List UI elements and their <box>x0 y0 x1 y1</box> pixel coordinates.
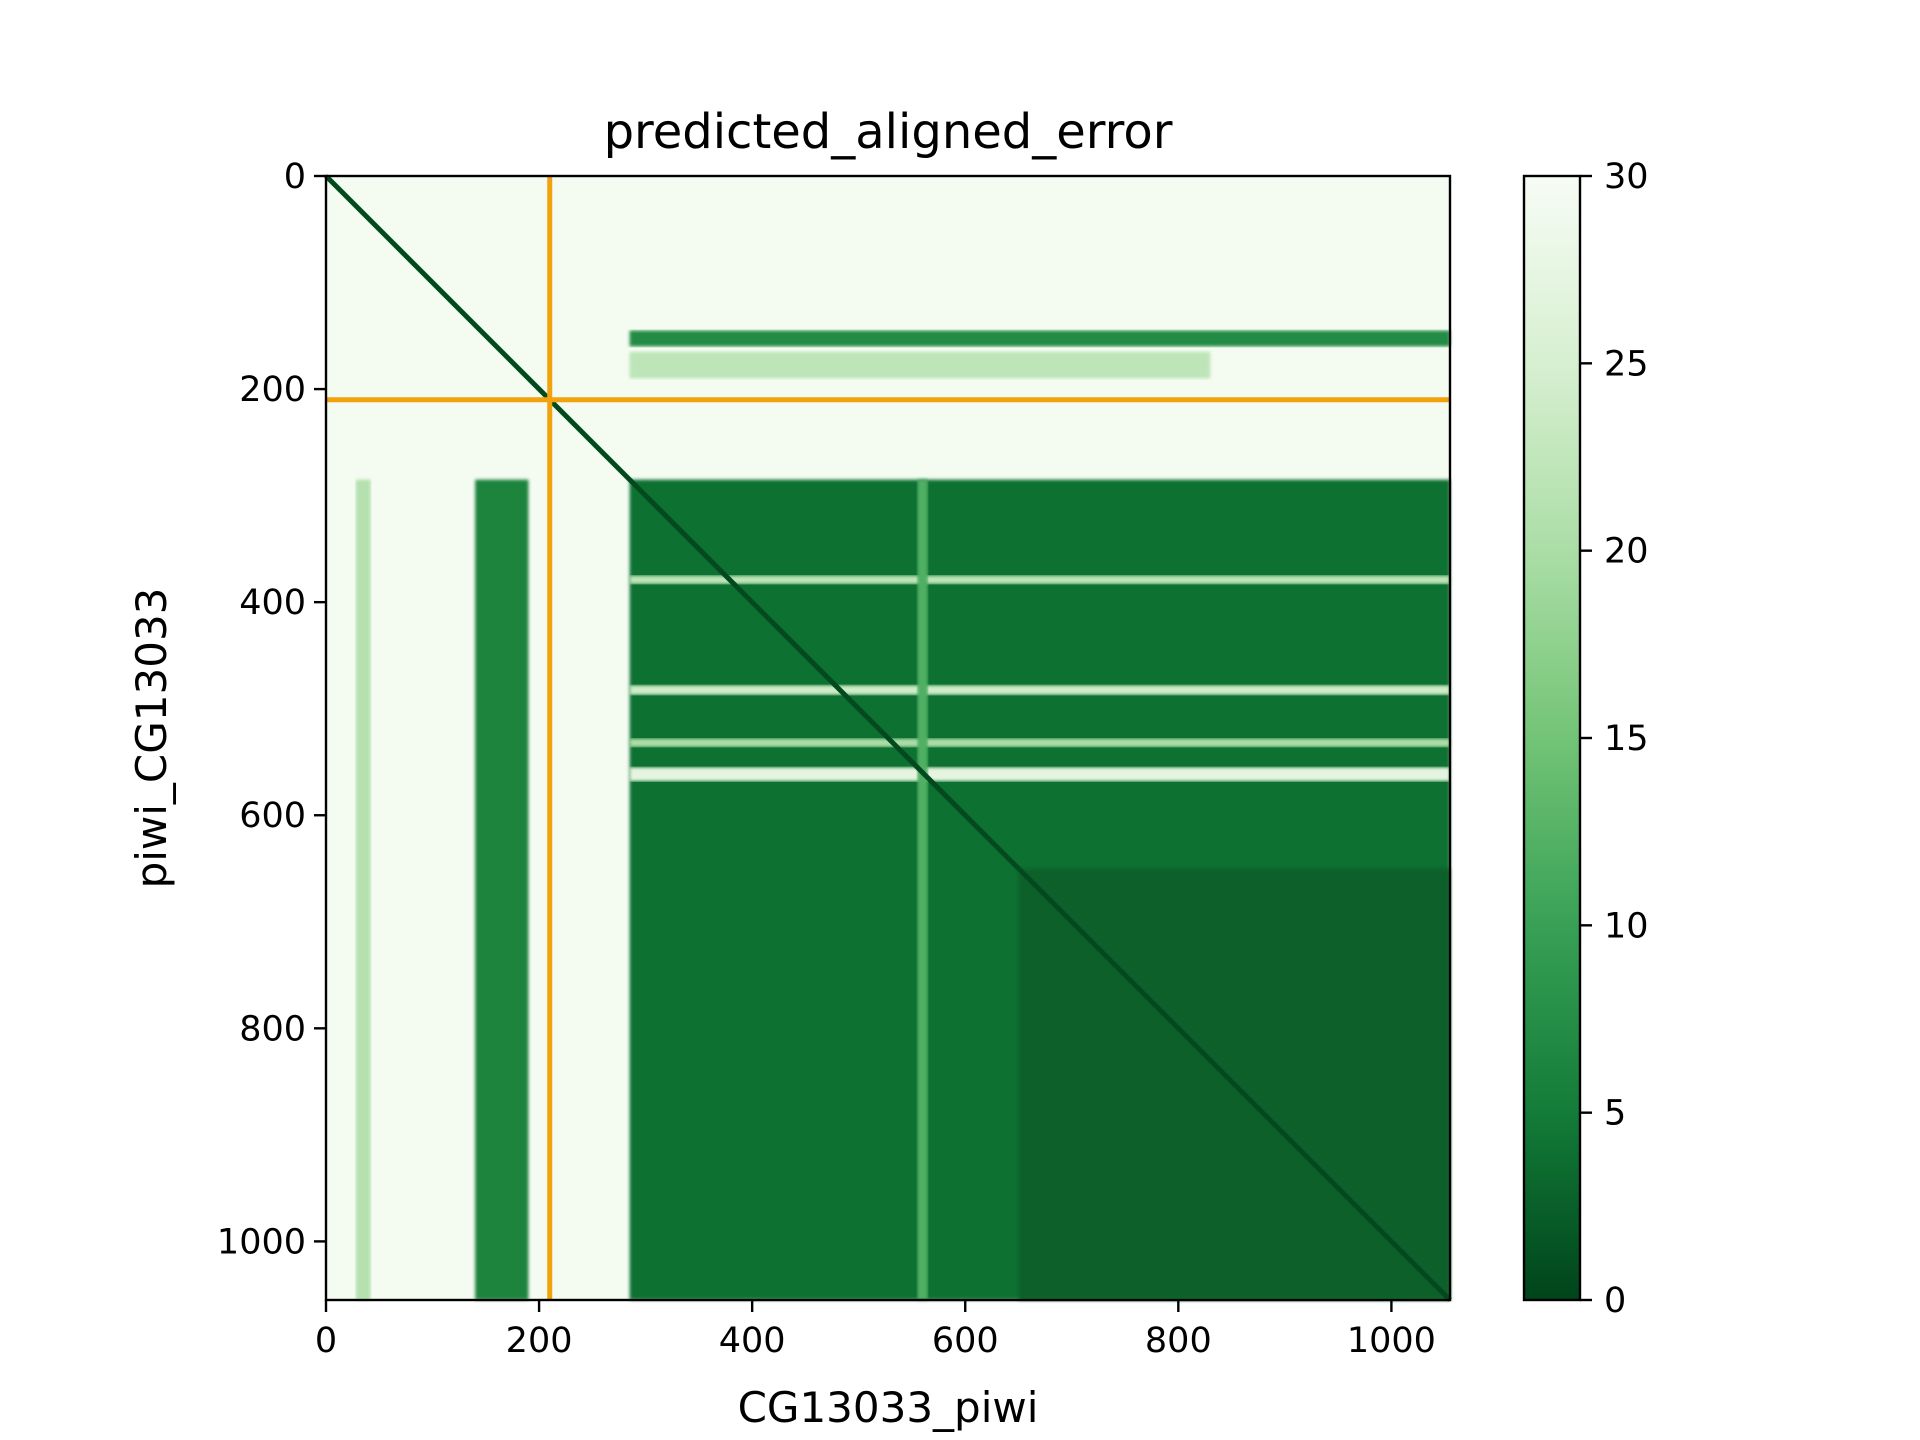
x-axis-ticks: 0 200 400 600 800 1000 <box>315 1300 1436 1361</box>
x-tick-label: 1000 <box>1347 1321 1436 1361</box>
heatmap-region <box>629 738 1450 748</box>
colorbar-tick-label: 20 <box>1604 532 1649 572</box>
heatmap-region <box>629 330 1450 347</box>
x-tick-label: 200 <box>506 1321 573 1361</box>
colorbar <box>1522 174 1582 1302</box>
heatmap-region <box>629 767 1450 782</box>
y-tick-label: 0 <box>284 157 306 197</box>
x-tick-label: 400 <box>719 1321 786 1361</box>
colorbar-tick-label: 5 <box>1604 1094 1626 1134</box>
x-tick-label: 600 <box>932 1321 999 1361</box>
y-tick-label: 200 <box>239 370 306 410</box>
y-tick-label: 600 <box>239 796 306 836</box>
heatmap-region <box>629 575 1450 585</box>
colorbar-tick-label: 10 <box>1604 906 1649 946</box>
heatmap-region <box>917 479 928 1301</box>
y-tick-label: 1000 <box>217 1222 306 1262</box>
chart-title: predicted_aligned_error <box>604 104 1173 160</box>
plot-frame <box>324 174 1452 1302</box>
heatmap-region <box>355 479 371 1301</box>
x-tick-label: 0 <box>315 1321 337 1361</box>
heatmap <box>324 174 1452 1302</box>
x-tick-label: 800 <box>1145 1321 1212 1361</box>
heatmap-diagonal <box>324 174 1452 1302</box>
colorbar-tick-label: 25 <box>1604 344 1649 384</box>
y-axis-ticks: 0 200 400 600 800 1000 <box>217 157 326 1262</box>
heatmap-region <box>629 685 1450 695</box>
y-tick-label: 400 <box>239 583 306 623</box>
colorbar-ticks: 0 5 10 15 20 25 30 <box>1580 157 1649 1321</box>
heatmap-region <box>629 351 1211 379</box>
y-tick-label: 800 <box>239 1009 306 1049</box>
x-axis-label: CG13033_piwi <box>738 1383 1039 1432</box>
chain-boundary <box>326 176 1450 1300</box>
colorbar-tick-label: 15 <box>1604 719 1649 759</box>
heatmap-region <box>475 479 529 1301</box>
colorbar-tick-label: 0 <box>1604 1281 1626 1321</box>
colorbar-tick-label: 30 <box>1604 157 1649 197</box>
y-axis-label: piwi_CG13033 <box>127 588 176 889</box>
